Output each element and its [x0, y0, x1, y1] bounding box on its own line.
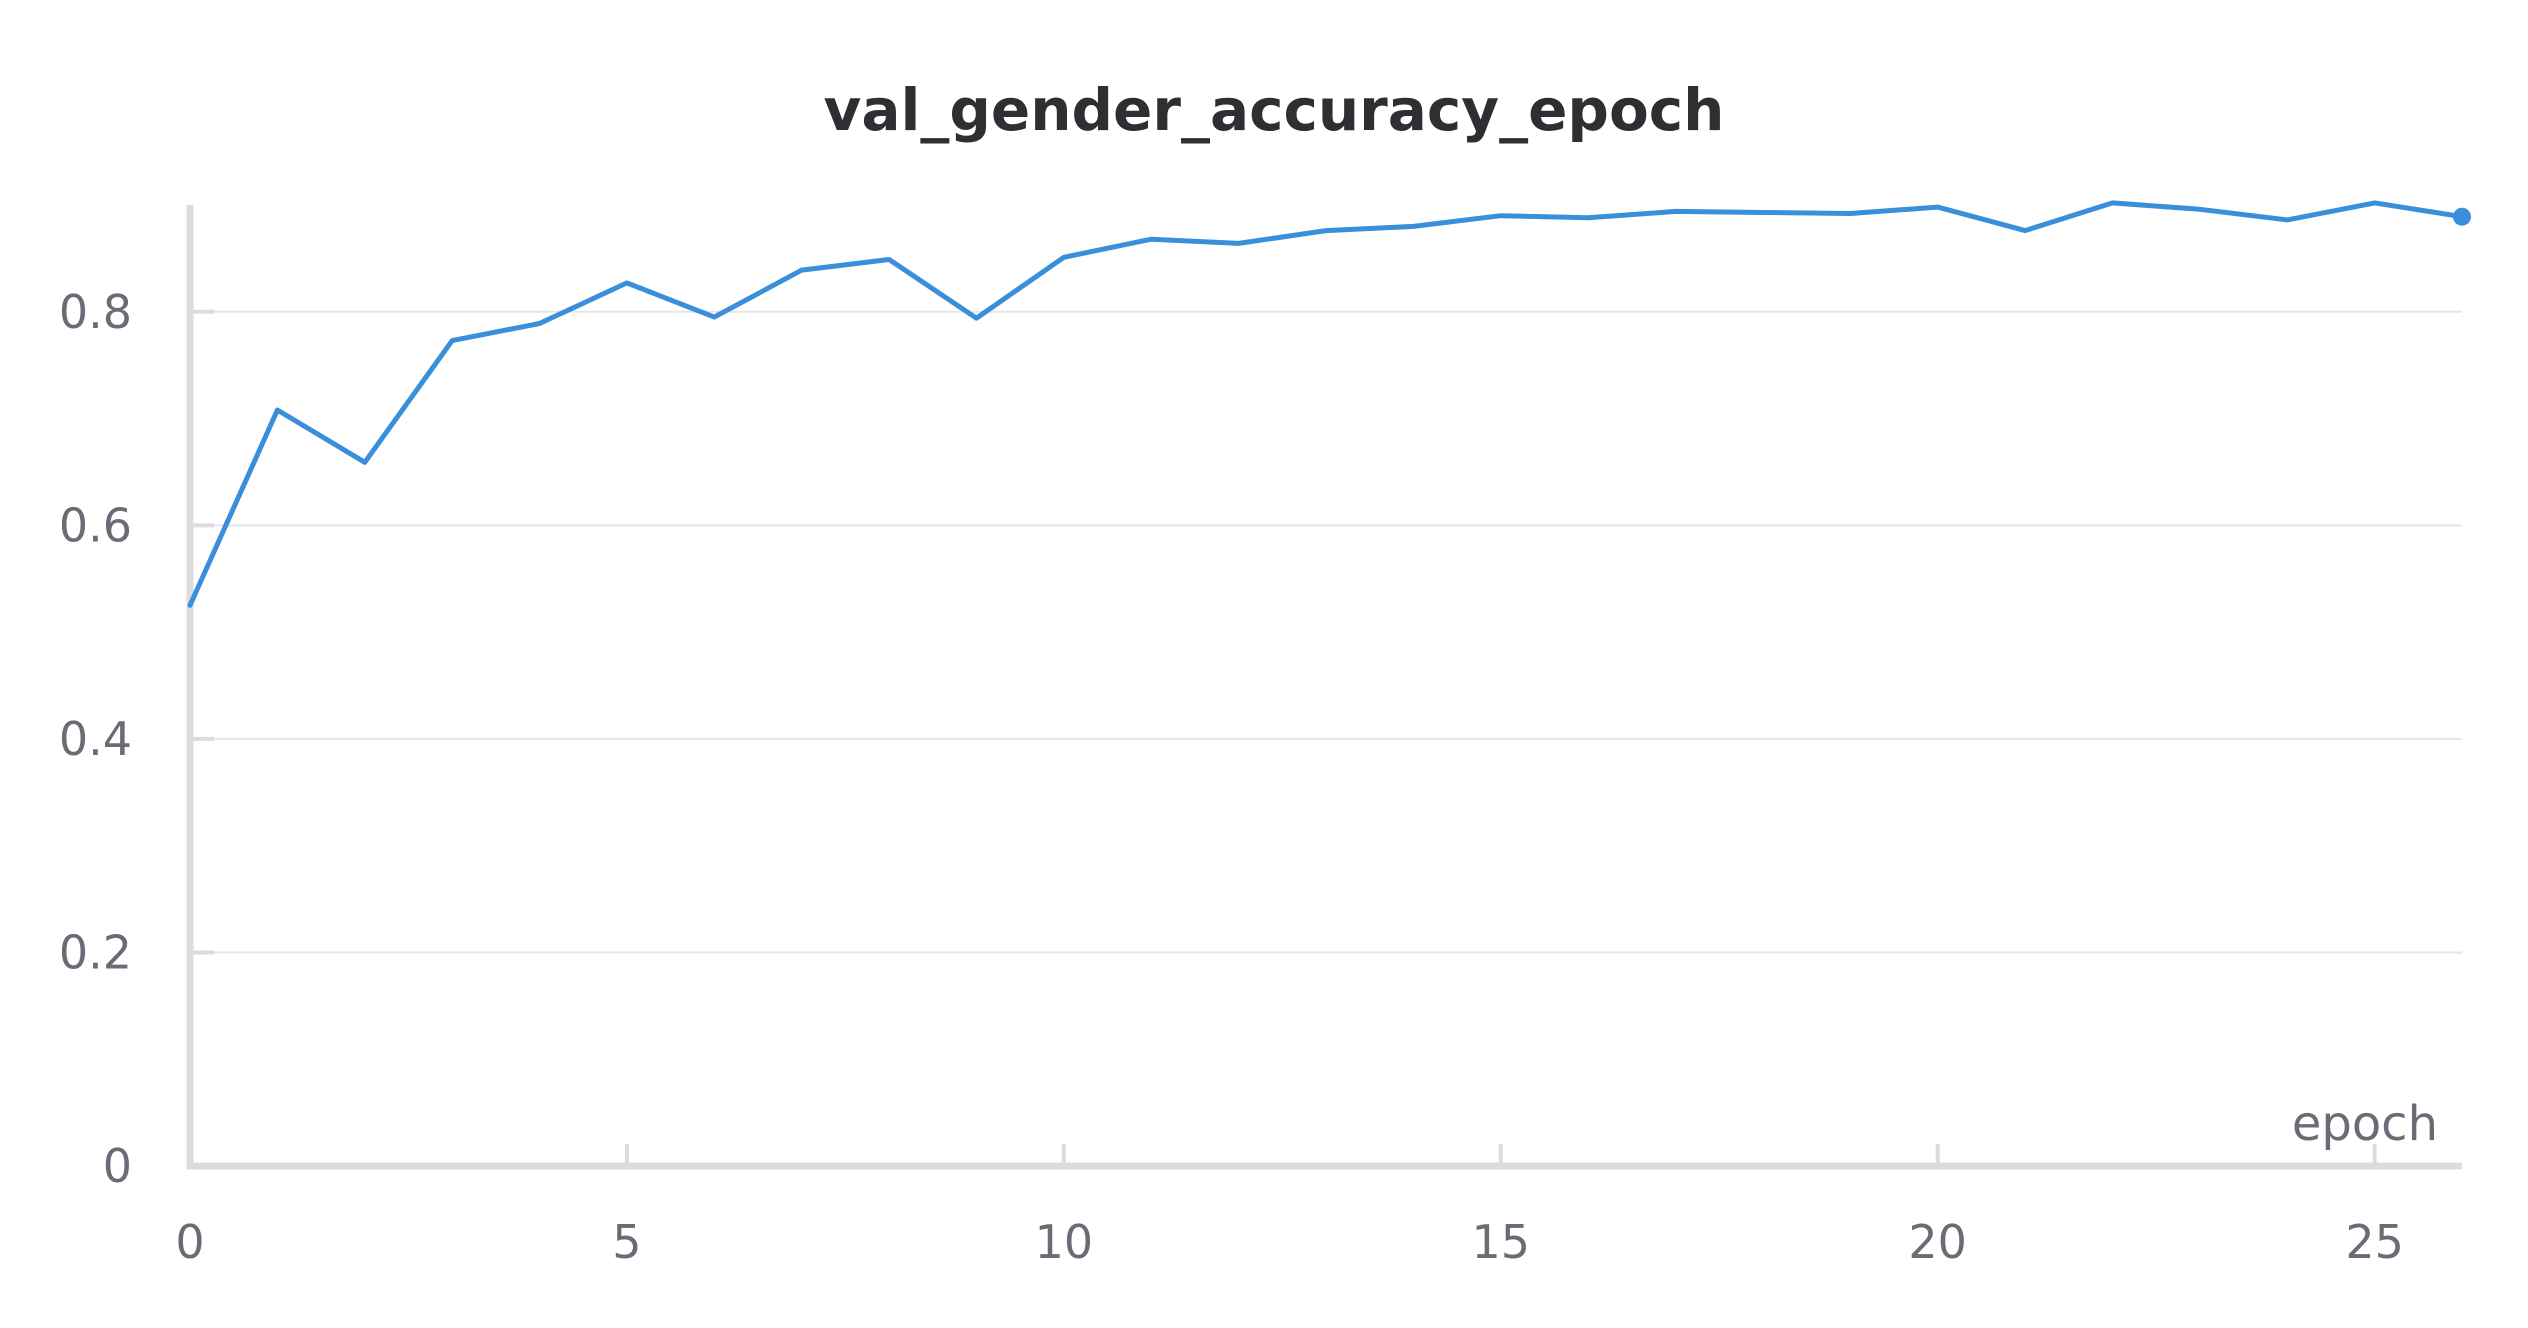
tick-marks [189, 309, 2377, 1169]
y-tick-label: 0.2 [59, 925, 132, 979]
x-tick-label: 0 [175, 1215, 204, 1269]
data-point [2453, 207, 2471, 226]
x-tick-label: 25 [2345, 1215, 2404, 1269]
x-tick-label: 10 [1035, 1215, 1094, 1269]
y-tick-label: 0.6 [59, 498, 132, 552]
series [187, 200, 2471, 608]
series-line [187, 200, 2465, 608]
x-tick-label: 5 [612, 1215, 641, 1269]
gridlines [190, 310, 2462, 954]
y-tick-label: 0 [103, 1139, 132, 1193]
y-tick-label: 0.8 [59, 285, 132, 339]
tick-labels: 0 0.2 0.4 0.6 0.8 0 5 10 15 20 25 [59, 285, 2404, 1269]
x-tick-label: 15 [1471, 1215, 1530, 1269]
x-axis-label: epoch [2292, 1096, 2438, 1152]
y-tick-label: 0.4 [59, 712, 132, 766]
x-tick-label: 20 [1908, 1215, 1967, 1269]
axes [186, 205, 2462, 1170]
chart-title: val_gender_accuracy_epoch [824, 76, 1725, 144]
